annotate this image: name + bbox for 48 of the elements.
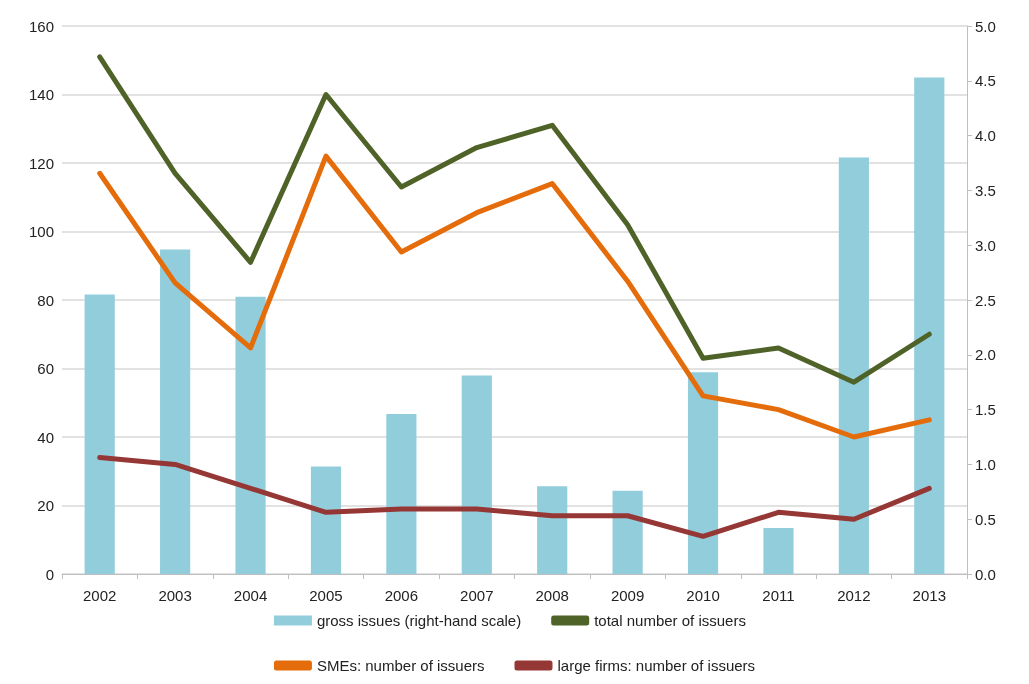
- bar: [310, 466, 342, 574]
- x-tick-label: 2004: [233, 587, 268, 604]
- y2-tick-label: 3.5: [975, 181, 996, 199]
- y-tick-label: 40: [37, 428, 54, 446]
- y-tick-label: 0: [45, 565, 54, 583]
- bar: [838, 157, 869, 574]
- x-tick-label: 2003: [158, 587, 192, 604]
- bar: [160, 249, 191, 574]
- bar: [612, 490, 643, 574]
- x-tick-label: 2011: [762, 587, 795, 604]
- y-tick-label: 100: [28, 223, 54, 240]
- y2-tick-label: 2.0: [975, 346, 996, 364]
- bar: [537, 486, 568, 574]
- y-tick-label: 120: [28, 154, 54, 172]
- x-tick-label: 2013: [912, 587, 946, 604]
- legend-label: SMEs: number of issuers: [316, 657, 485, 674]
- bar: [461, 375, 492, 574]
- y-tick-label: 160: [28, 17, 54, 35]
- bar: [84, 294, 115, 574]
- bar: [687, 372, 719, 574]
- x-tick-label: 2002: [83, 587, 117, 604]
- x-tick-label: 2012: [837, 587, 871, 604]
- y2-tick-label: 4.5: [975, 72, 996, 90]
- legend-label: total number of issuers: [594, 612, 746, 629]
- bar: [914, 77, 945, 574]
- y2-tick-label: 3.0: [975, 236, 996, 254]
- bar: [386, 413, 417, 574]
- y-tick-label: 20: [37, 497, 54, 514]
- legend-label: large firms: number of issuers: [557, 657, 756, 674]
- y2-tick-label: 5.0: [975, 17, 996, 35]
- x-tick-label: 2007: [460, 587, 494, 604]
- y-tick-label: 80: [37, 291, 54, 309]
- x-tick-label: 2010: [686, 587, 720, 604]
- y2-tick-label: 2.5: [975, 291, 996, 309]
- y2-tick-label: 0.0: [975, 565, 996, 583]
- y2-tick-label: 1.5: [975, 401, 996, 419]
- y-tick-label: 60: [37, 360, 54, 377]
- legend-label: gross issues (right-hand scale): [316, 612, 522, 629]
- y2-tick-label: 4.0: [975, 127, 996, 145]
- x-tick-label: 2005: [309, 587, 343, 604]
- bar: [235, 296, 266, 574]
- bar: [763, 527, 794, 574]
- x-tick-label: 2009: [610, 587, 645, 604]
- x-tick-label: 2006: [384, 587, 419, 604]
- y2-tick-label: 1.0: [975, 455, 996, 473]
- x-tick-label: 2008: [535, 587, 569, 604]
- y2-tick-label: 0.5: [975, 510, 996, 528]
- y-tick-label: 140: [28, 86, 54, 103]
